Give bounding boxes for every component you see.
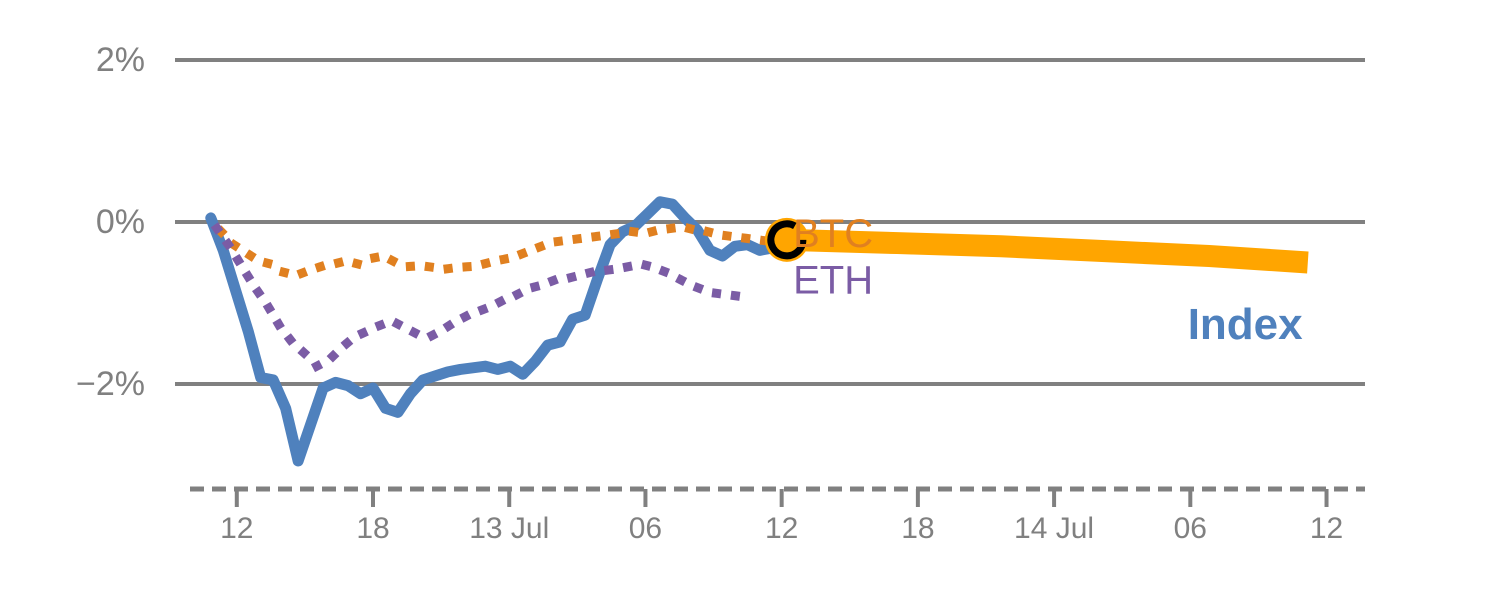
x-tick-label: 18 (356, 512, 389, 545)
x-tick-label: 12 (1310, 512, 1343, 545)
y-axis-tick-labels: 2% 0% −2% (76, 41, 145, 403)
data-markers[interactable] (764, 217, 809, 262)
x-tick-label: 13 Jul (469, 512, 549, 545)
y-tick-label: 0% (96, 203, 145, 241)
loading-spinner-icon (767, 220, 807, 260)
series-line-index (205, 196, 791, 467)
eth-label: ETH (793, 258, 873, 302)
y-tick-label: −2% (76, 365, 145, 403)
index-label: Index (1188, 300, 1303, 349)
series-line-btc (214, 222, 788, 280)
y-tick-label: 2% (96, 41, 145, 79)
x-axis-tick-labels: 12 18 13 Jul 06 12 18 14 Jul 06 12 (220, 512, 1343, 545)
x-tick-label: 12 (765, 512, 798, 545)
x-tick-label: 12 (220, 512, 253, 545)
series-line-btc-projection (787, 228, 1309, 274)
x-axis (190, 486, 1365, 507)
btc-label: BTC (793, 212, 873, 256)
data-series (205, 196, 1309, 467)
x-tick-label: 18 (901, 512, 934, 545)
btc-current-point[interactable] (764, 217, 809, 262)
x-tick-label: 06 (629, 512, 662, 545)
series-line-eth (210, 222, 759, 371)
gridlines (175, 58, 1365, 386)
x-tick-label: 14 Jul (1014, 512, 1094, 545)
x-tick-label: 06 (1174, 512, 1207, 545)
